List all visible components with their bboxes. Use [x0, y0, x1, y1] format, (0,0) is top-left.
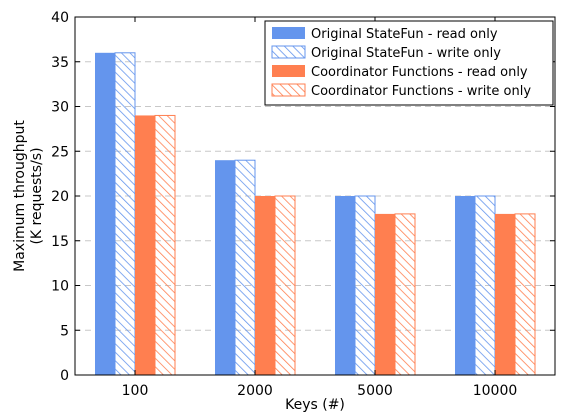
y-tick-label: 35	[51, 55, 69, 71]
bars	[95, 52, 536, 376]
x-tick-label: 100	[122, 383, 149, 399]
bar	[154, 114, 176, 376]
legend-entry: Original StateFun - write only	[311, 46, 501, 61]
legend-swatch	[271, 83, 306, 97]
bar	[234, 159, 256, 376]
legend: Original StateFun - read only Original St…	[264, 20, 554, 106]
y-tick-label: 30	[51, 100, 69, 116]
y-tick-label: 40	[51, 10, 69, 26]
bar	[135, 115, 155, 375]
y-tick-label: 0	[60, 368, 69, 384]
y-tick-label: 10	[51, 279, 69, 295]
bar	[114, 52, 136, 376]
y-axis-label-line-2: (K requests/s)	[29, 147, 45, 244]
bar	[375, 213, 395, 375]
bar	[95, 52, 115, 376]
legend-swatch	[271, 45, 306, 59]
x-axis-ticks: 100 2000 5000 10000	[122, 17, 518, 399]
y-tick-label: 5	[60, 323, 69, 339]
x-tick-label: 5000	[357, 383, 393, 399]
bar	[335, 196, 355, 375]
y-axis-label-line-1: Maximum throughput	[12, 120, 28, 272]
x-axis-label: Keys (#)	[285, 397, 345, 413]
bar	[394, 213, 416, 376]
bar	[495, 213, 515, 375]
bar	[455, 196, 475, 375]
legend-box	[264, 20, 554, 106]
bar	[274, 195, 296, 376]
bar	[514, 213, 536, 376]
bar	[215, 160, 235, 375]
y-tick-label: 20	[51, 189, 69, 205]
legend-swatch	[272, 27, 305, 39]
bar	[354, 195, 376, 376]
bar	[474, 195, 496, 376]
bar	[255, 196, 275, 375]
y-axis-label: Maximum throughput (K requests/s)	[12, 120, 45, 272]
y-tick-label: 15	[51, 234, 69, 250]
legend-entry: Coordinator Functions - read only	[311, 65, 528, 80]
x-tick-label: 2000	[237, 383, 273, 399]
legend-swatch	[272, 65, 305, 77]
legend-entry: Coordinator Functions - write only	[311, 84, 531, 99]
legend-entry: Original StateFun - read only	[311, 27, 498, 42]
x-tick-label: 10000	[473, 383, 518, 399]
y-tick-label: 25	[51, 144, 69, 160]
y-axis-ticks: 0 5 10 15 20 25 30 35 40	[51, 10, 555, 384]
